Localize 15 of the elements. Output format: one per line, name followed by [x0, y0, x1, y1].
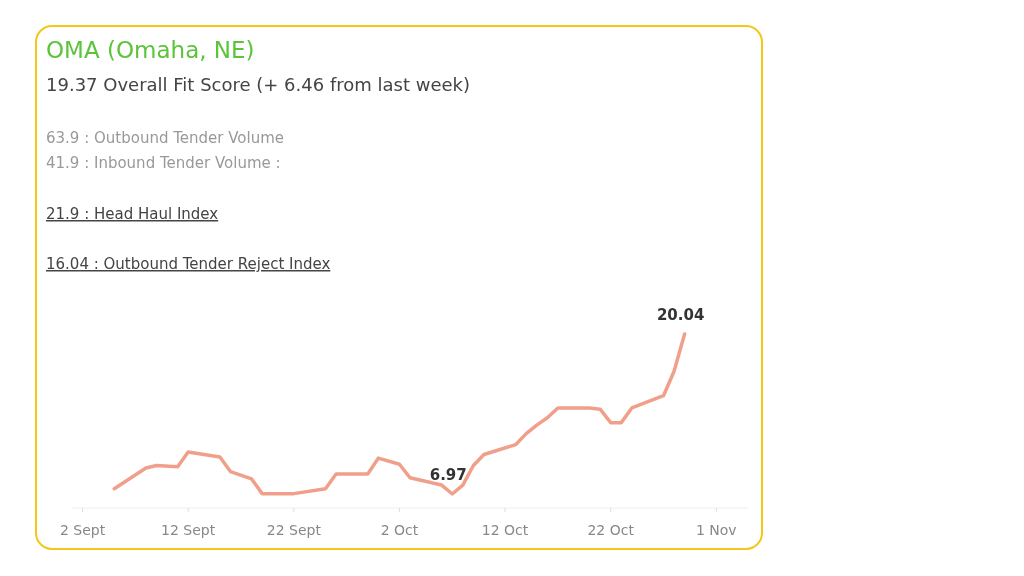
text: 16.04 : Outbound Tender Reject Index [46, 255, 331, 273]
x-tick-label: 2 Sept [59, 522, 106, 538]
x-tick-label: 12 Oct [481, 522, 529, 538]
chart-subtitle: 19.37 Overall Fit Score (+ 6.46 from last week) [46, 74, 471, 95]
chart-title: OMA (Omaha, NE) [46, 37, 255, 63]
text: 63.9 : Outbound Tender Volume [46, 129, 285, 147]
data-label: 20.04 [656, 306, 705, 324]
x-tick-label: 2 Oct [380, 522, 419, 538]
text: 41.9 : Inbound Tender Volume : [46, 154, 281, 172]
text: 21.9 : Head Haul Index [46, 205, 219, 223]
x-tick-label: 12 Sept [161, 522, 216, 538]
x-tick-label: 22 Sept [266, 522, 322, 538]
x-tick-label: 1 Nov [695, 522, 737, 538]
x-tick-label: 22 Oct [587, 522, 635, 538]
data-label: 6.97 [429, 466, 467, 484]
